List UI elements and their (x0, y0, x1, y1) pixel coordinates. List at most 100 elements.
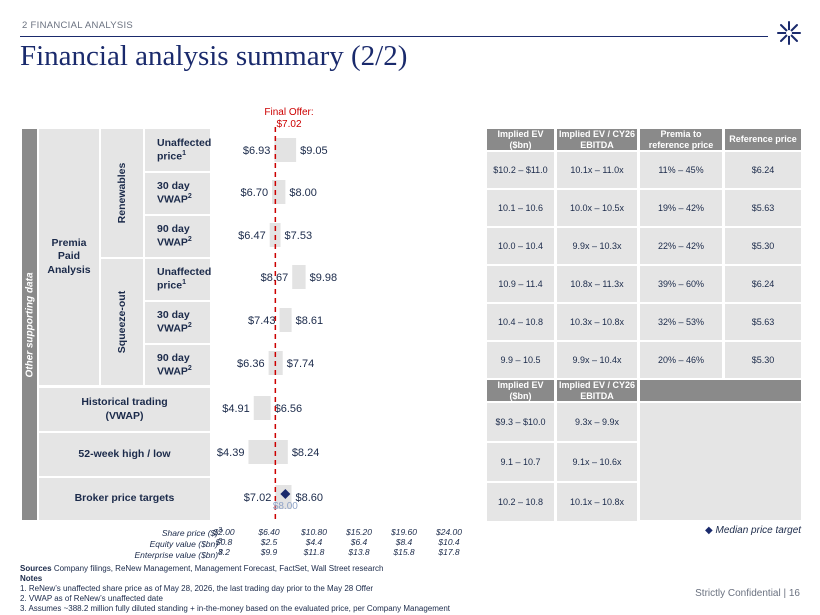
axis-tick-value: $10.4 (438, 537, 460, 547)
t1-header-multiple: Implied EV / CY26 EBITDA (557, 129, 637, 150)
axis-label-share: Share price ($)3 (161, 527, 222, 538)
axis-tick-value: $6.4 (350, 537, 368, 547)
axis-tick-column: $2.00 $0.8 8.2 (206, 527, 242, 557)
table1-cell: 10.9 – 11.4 (487, 266, 554, 302)
historical-label-text: Historical trading (VWAP) (81, 395, 168, 422)
axis-labels: Share price ($)3 Equity value ($bn)3 Ent… (100, 527, 222, 559)
notes-label: Notes (20, 574, 43, 583)
median-target-label: $8.00 (273, 501, 298, 512)
axis-tick-value: $6.40 (258, 527, 280, 537)
table1-cell: $6.24 (725, 266, 801, 302)
axis-tick-value: $0.8 (215, 537, 233, 547)
range-low-label: $6.93 (243, 145, 271, 157)
t2-blank-area (640, 403, 801, 520)
row-label-unaffected-renew: Unaffected price1 (145, 129, 211, 171)
table1-cell: 20% – 46% (640, 342, 722, 378)
row-label-90day-squeeze: 90 day VWAP2 (145, 345, 210, 385)
table1-cell: 10.1x – 11.0x (557, 152, 637, 188)
row-label-unaffected-squeeze: Unaffected price1 (145, 259, 211, 300)
range-low-label: $8.67 (261, 272, 289, 284)
axis-tick-column: $24.00 $10.4 $17.8 (431, 527, 467, 557)
axis-tick-value: $13.8 (348, 547, 370, 557)
table2-cell: 9.1 – 10.7 (487, 443, 554, 481)
side-label-bar: Other supporting data (22, 129, 37, 520)
note-1: 1. ReNew’s unaffected share price as of … (20, 584, 374, 593)
table2-cell: 9.1x – 10.6x (557, 443, 637, 481)
axis-tick-value: 8.2 (218, 547, 230, 557)
axis-label-ev: Enterprise value ($bn)3 (134, 548, 222, 560)
section-label: 2 FINANCIAL ANALYSIS (22, 20, 134, 31)
axis-tick-value: $9.9 (260, 547, 278, 557)
range-bar (279, 308, 292, 332)
table1-cell: 10.4 – 10.8 (487, 304, 554, 340)
squeeze-out-group: Squeeze-out (101, 259, 143, 385)
axis-tick-value: $11.8 (303, 547, 325, 557)
range-high-label: $8.00 (289, 187, 317, 199)
range-low-label: $7.43 (248, 315, 276, 327)
table1-cell: 11% – 45% (640, 152, 722, 188)
range-low-label: $4.91 (222, 403, 250, 415)
table1-cell: 22% – 42% (640, 228, 722, 264)
final-offer-label: Final Offer: $7.02 (250, 107, 328, 130)
range-high-label: $8.60 (296, 492, 324, 504)
range-bar (272, 180, 286, 204)
t2-header-ev: Implied EV ($bn) (487, 380, 554, 401)
footer: Sources Company filings, ReNew Managemen… (20, 564, 450, 614)
historical-label: Historical trading (VWAP) (39, 388, 210, 431)
row-label-90day-renew: 90 day VWAP2 (145, 216, 210, 257)
range-bar (292, 265, 306, 289)
table1-cell: 9.9x – 10.4x (557, 342, 637, 378)
axis-tick-value: $19.60 (391, 527, 417, 537)
t1-header-ref: Reference price (725, 129, 801, 150)
median-target-marker (280, 489, 291, 499)
table1-cell: 10.0 – 10.4 (487, 228, 554, 264)
axis-tick-value: $15.20 (346, 527, 372, 537)
axis-tick-column: $15.20 $6.4 $13.8 (341, 527, 377, 557)
table1-cell: $6.24 (725, 152, 801, 188)
axis-values: $2.00 $0.8 8.2 $6.40 $2.5 $9.9 $10.80 $4.4 $11.8… (0, 527, 820, 561)
diamond-icon: ◆ (705, 525, 713, 536)
range-high-label: $8.61 (296, 315, 324, 327)
range-low-label: $6.47 (238, 230, 266, 242)
range-bar (274, 138, 297, 162)
range-bar (248, 440, 288, 464)
range-low-label: $6.70 (241, 187, 269, 199)
axis-tick-value: $15.8 (393, 547, 415, 557)
table1-cell: 19% – 42% (640, 190, 722, 226)
axis-tick-value: $10.80 (301, 527, 327, 537)
table1-cell: 32% – 53% (640, 304, 722, 340)
t2-header-blank (640, 380, 801, 401)
axis-tick-column: $10.80 $4.4 $11.8 (296, 527, 332, 557)
legend-label: Median price target (715, 525, 802, 536)
range-high-label: $9.98 (310, 272, 338, 284)
range-low-label: $6.36 (237, 358, 265, 370)
t2-header-multiple: Implied EV / CY26 EBITDA (557, 380, 637, 401)
range-high-label: $7.53 (285, 230, 313, 242)
table1-cell: $5.30 (725, 342, 801, 378)
note-3: 3. Assumes ~388.2 million fully diluted … (20, 604, 451, 613)
table2-cell: $9.3 – $10.0 (487, 403, 554, 441)
axis-tick-column: $6.40 $2.5 $9.9 (251, 527, 287, 557)
table1-cell: $10.2 – $11.0 (487, 152, 554, 188)
range-high-label: $9.05 (300, 145, 328, 157)
premia-label: Premia Paid Analysis (39, 129, 99, 385)
table1-cell: $5.63 (725, 304, 801, 340)
broker-label: Broker price targets (39, 478, 210, 520)
axis-tick-value: $2.00 (213, 527, 235, 537)
week52-label: 52-week high / low (39, 433, 210, 476)
range-low-label: $7.02 (244, 492, 272, 504)
axis-tick-value: $4.4 (305, 537, 323, 547)
table1-cell: 39% – 60% (640, 266, 722, 302)
table1-cell: 10.0x – 10.5x (557, 190, 637, 226)
table1-cell: $5.63 (725, 190, 801, 226)
row-label-30day-renew: 30 day VWAP2 (145, 173, 210, 214)
legend: ◆ Median price target (705, 525, 801, 536)
table1-cell: 10.1 – 10.6 (487, 190, 554, 226)
axis-tick-value: $17.8 (438, 547, 460, 557)
axis-label-equity: Equity value ($bn)3 (149, 537, 222, 549)
table1-cell: 10.8x – 11.3x (557, 266, 637, 302)
confidential-label: Strictly Confidential | 16 (695, 588, 800, 599)
renewables-group: Renewables (101, 129, 143, 257)
range-high-label: $8.24 (292, 447, 320, 459)
range-high-label: $6.56 (275, 403, 303, 415)
